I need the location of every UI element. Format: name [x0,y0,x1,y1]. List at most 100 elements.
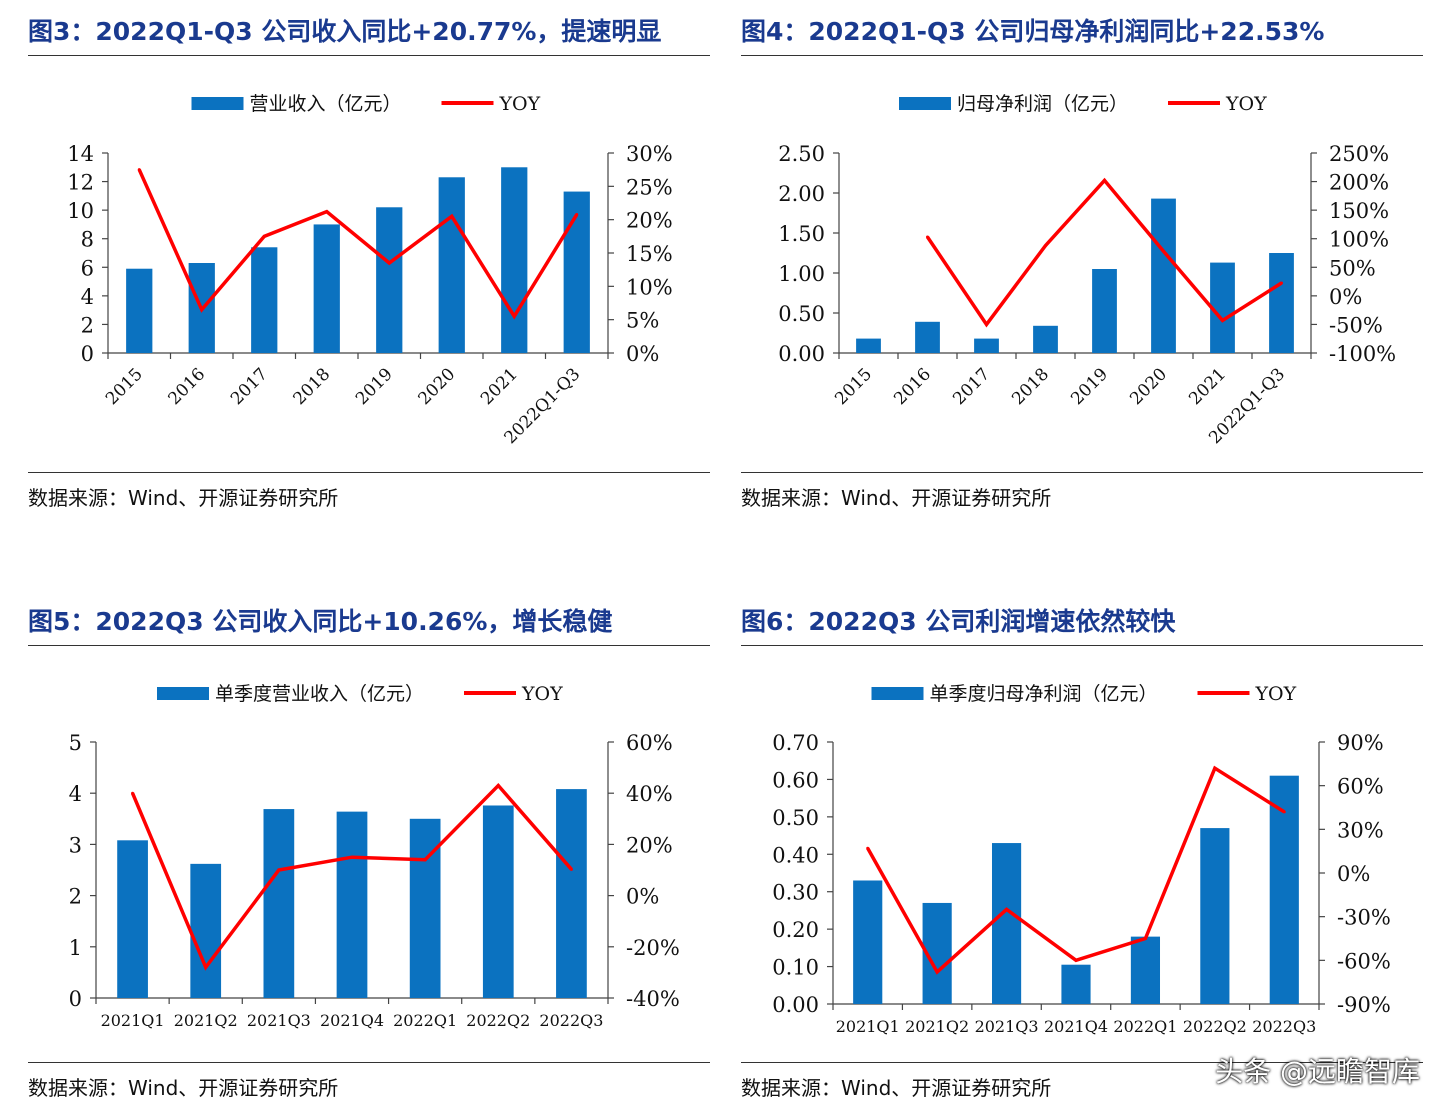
yoy-point [1282,810,1286,814]
source-rule [28,472,710,473]
right-tick-label: 0% [1329,285,1362,309]
yoy-point [450,214,454,218]
x-tick-label: 2021Q3 [975,1017,1039,1036]
right-tick-label: 90% [1337,731,1384,755]
title-rule [28,645,710,646]
left-tick-label: 0 [69,987,82,1011]
legend-label-bar: 单季度归母净利润（亿元） [930,683,1158,705]
bar [336,811,368,998]
left-tick-label: 0.40 [772,843,819,867]
left-tick-label: 1.00 [778,262,825,286]
right-tick-label: 50% [1329,256,1376,280]
yoy-point [1143,937,1147,940]
x-tick-label: 2020 [1126,364,1171,409]
legend-label-bar: 单季度营业收入（亿元） [215,683,424,705]
yoy-point [200,308,204,312]
x-tick-label: 2016 [890,364,935,409]
yoy-point [935,970,939,974]
bar [915,321,940,353]
figure-4-panel: 图4：2022Q1-Q3 公司归母净利润同比+22.53% 归母净利润（亿元） Y… [741,0,1423,520]
figure-6-panel: 图6：2022Q3 公司利润增速依然较快 单季度归母净利润（亿元） YOY 0.00… [741,590,1423,1110]
x-tick-label: 2015 [102,364,147,409]
source-note: 数据来源：Wind、开源证券研究所 [28,486,339,510]
yoy-point [575,213,579,217]
right-tick-label: -40% [626,987,680,1011]
left-tick-label: 0.00 [772,993,819,1017]
left-tick-label: 8 [81,228,94,252]
yoy-point [926,235,929,239]
legend-swatch-bar [191,97,244,110]
x-tick-label: 2015 [831,364,876,409]
left-tick-label: 0.20 [772,918,819,942]
bar [563,191,590,353]
left-tick-label: 2 [69,885,82,909]
right-tick-label: -90% [1337,993,1391,1017]
left-tick-label: 2 [81,313,94,337]
source-note: 数据来源：Wind、开源证券研究所 [741,486,1052,510]
x-tick-label: 2017 [227,364,272,409]
yoy-point [277,868,281,872]
bar [438,177,465,353]
yoy-point [569,867,573,871]
right-tick-label: 60% [626,731,673,755]
figure-5-chart: 单季度营业收入（亿元） YOY 0 1 2 3 4 5 -40% -20% 0% 20% 40% 60% 2… [69,683,680,1030]
legend-label-line: YOY [1255,683,1297,705]
bar [556,789,587,998]
right-tick-label: -100% [1329,342,1396,366]
left-tick-label: 12 [67,171,94,195]
x-tick-label: 2017 [949,364,994,409]
right-tick-label: 25% [626,175,673,199]
bar [974,338,999,353]
right-tick-label: 40% [626,782,673,806]
left-tick-label: 0.50 [778,302,825,326]
legend-label-bar: 营业收入（亿元） [250,93,402,115]
x-tick-label: 2021Q1 [836,1017,900,1036]
left-tick-label: 1.50 [778,222,825,246]
bar [409,818,441,998]
bar [856,338,881,353]
left-tick-label: 4 [81,285,94,309]
figure-6-title: 图6：2022Q3 公司利润增速依然较快 [741,607,1176,636]
legend-label-line: YOY [1225,93,1267,115]
x-tick-label: 2016 [165,364,210,409]
yoy-point [137,168,141,172]
yoy-point [423,858,427,862]
figure-5-title: 图5：2022Q3 公司收入同比+10.26%，增长稳健 [28,607,613,636]
x-tick-label: 2022Q3 [1252,1017,1316,1036]
bar [1033,325,1058,353]
title-rule [741,645,1423,646]
yoy-series-line [137,168,579,320]
x-tick-label: 2019 [352,364,397,409]
bar [1061,964,1091,1004]
legend-label-line: YOY [521,683,563,705]
yoy-point [1074,958,1078,962]
bar [251,247,278,353]
yoy-point [1213,766,1217,770]
right-tick-label: 30% [1337,818,1384,842]
left-tick-label: 3 [69,833,82,857]
right-tick-label: -30% [1337,906,1391,930]
source-rule [28,1062,710,1063]
figure-3-title: 图3：2022Q1-Q3 公司收入同比+20.77%，提速明显 [28,17,662,46]
yoy-point [350,855,354,859]
right-tick-label: -50% [1329,313,1383,337]
yoy-point [387,261,391,265]
legend-label-bar: 归母净利润（亿元） [957,93,1128,115]
x-tick-label: 2022Q2 [466,1011,530,1030]
left-tick-label: 4 [69,782,82,806]
figure-4-title: 图4：2022Q1-Q3 公司归母净利润同比+22.53% [741,17,1325,46]
yoy-point [1162,249,1165,253]
left-tick-label: 0.30 [772,881,819,905]
figure-4-chart: 归母净利润（亿元） YOY 0.00 0.50 1.00 1.50 2.00 2.50 -100… [778,93,1396,448]
legend-swatch-bar [871,687,924,700]
right-tick-label: 150% [1329,199,1389,223]
left-tick-label: 10 [67,199,94,223]
left-tick-label: 5 [69,731,82,755]
x-tick-label: 2021Q2 [905,1017,969,1036]
bar [1151,198,1176,353]
x-tick-label: 2022Q1 [393,1011,457,1030]
yoy-point [512,314,516,318]
yoy-point [131,791,135,795]
bar [1269,253,1294,353]
left-tick-label: 0.70 [772,731,819,755]
